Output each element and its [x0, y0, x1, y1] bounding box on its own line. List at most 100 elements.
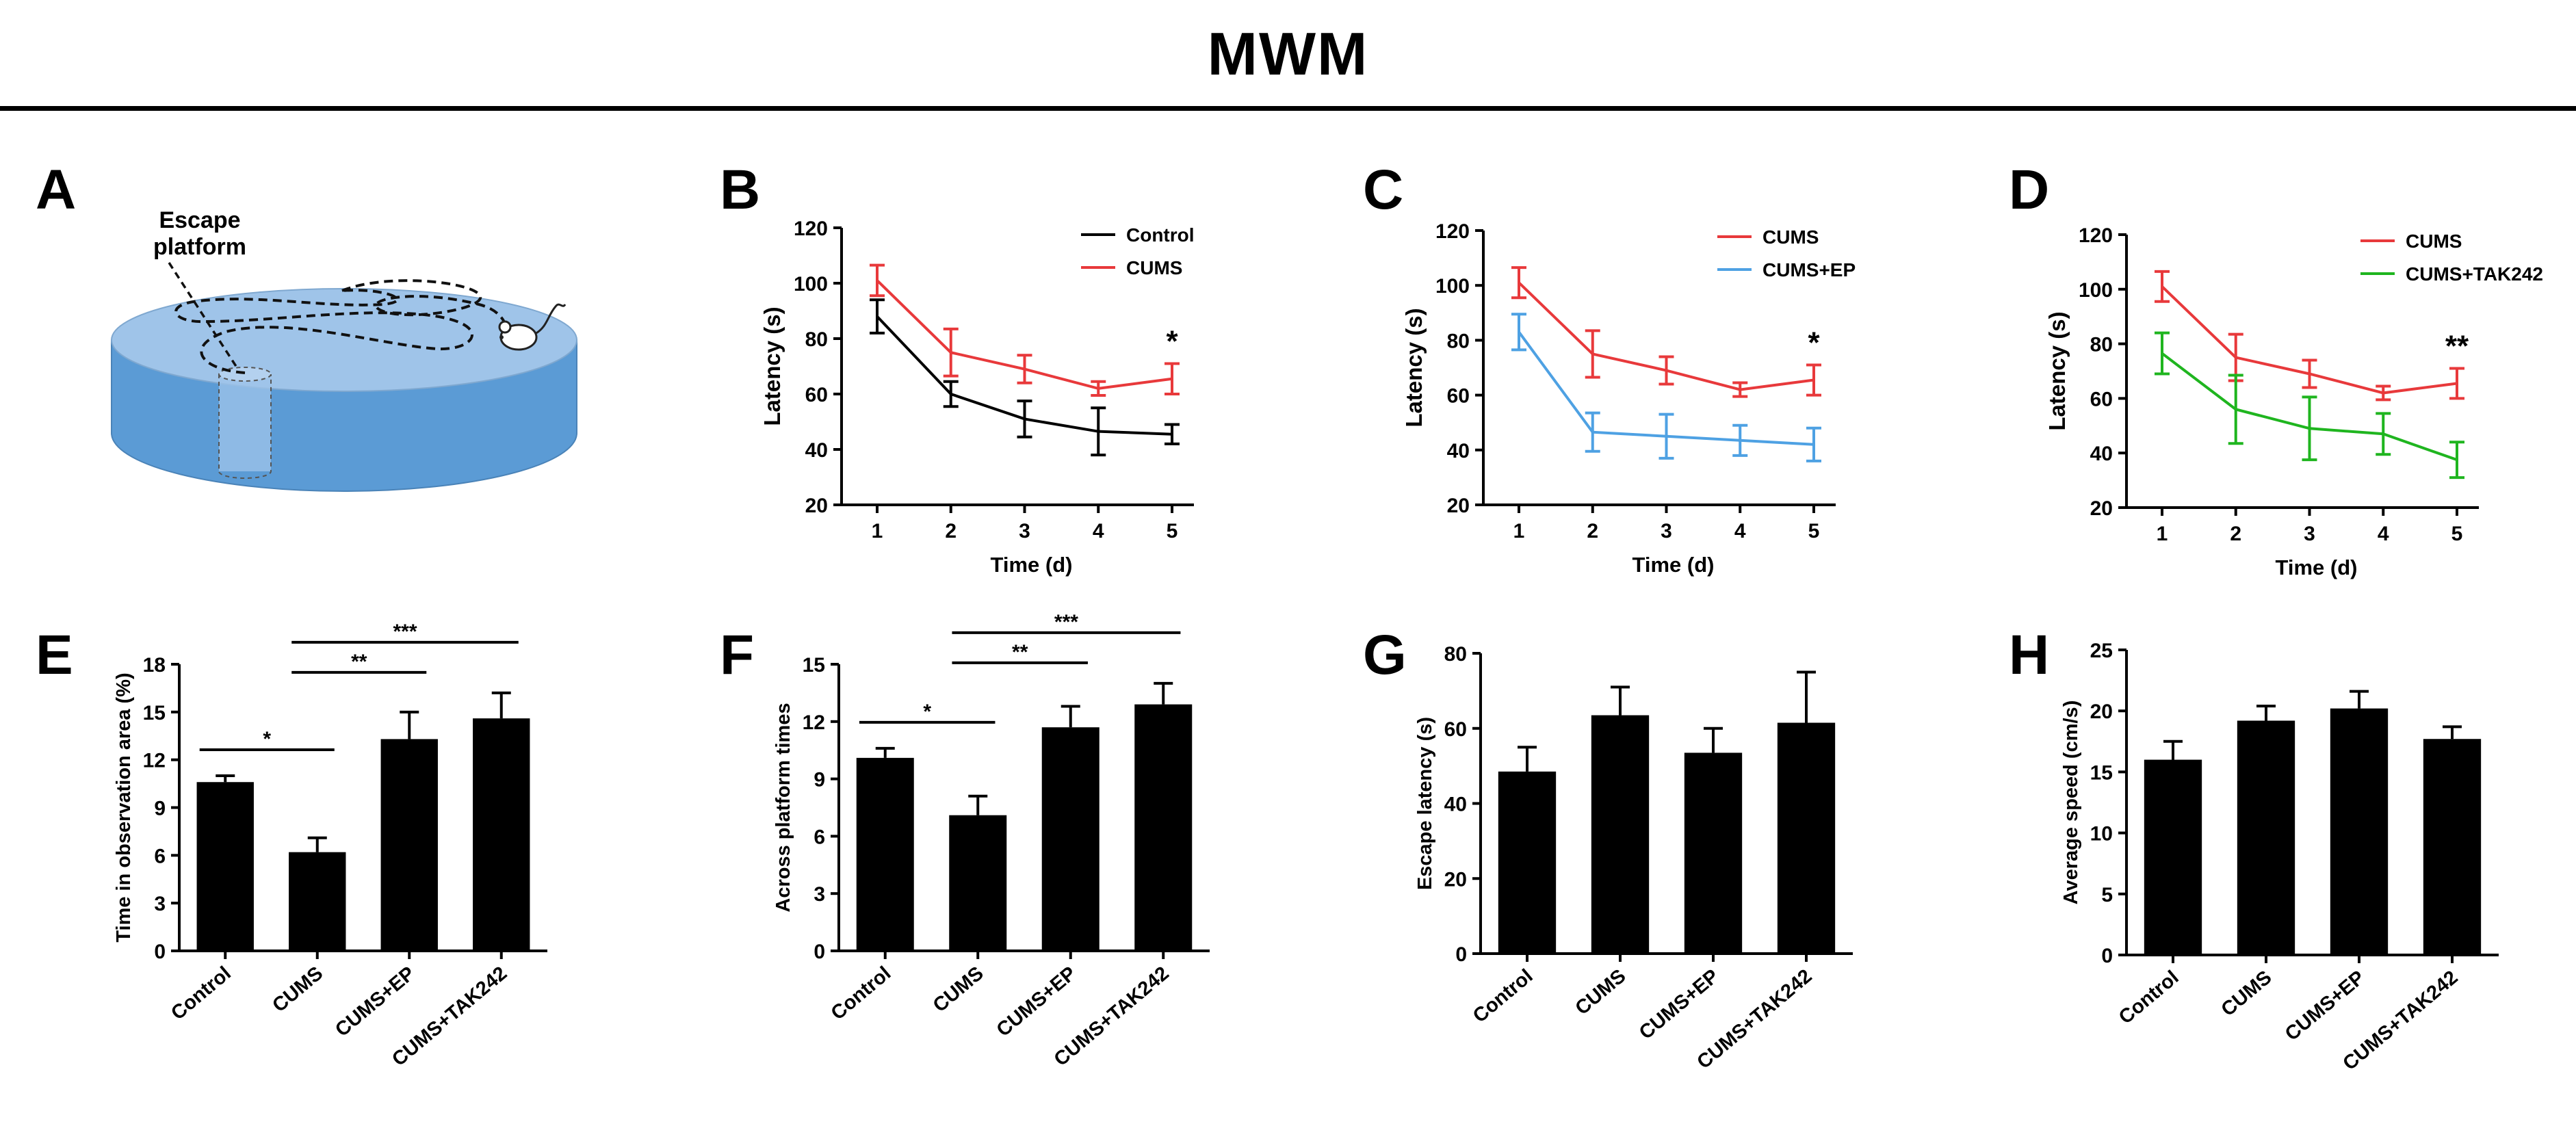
panel-b-line-chart: B 20 40 60 80 100 120 Latency (s) 1 2 3 4 5 Time (d) C…: [720, 159, 1195, 577]
y-tick-label: 80: [1444, 643, 1467, 666]
significance-marker: **: [1012, 641, 1028, 664]
bar-cums: [289, 852, 346, 951]
x-axis-label: Time (d): [991, 553, 1073, 577]
x-tick-label: CUMS: [929, 963, 988, 1017]
y-tick-label: 60: [1444, 718, 1467, 741]
y-tick-label: 40: [805, 439, 828, 462]
y-tick-label: 9: [154, 798, 166, 820]
x-tick-label: CUMS: [1572, 965, 1630, 1019]
panel-f-bar-chart: F 0 3 6 9 12 15 Across platform times Control CUM…: [720, 611, 1210, 1071]
x-tick-label: 4: [1734, 520, 1746, 542]
y-tick-label: 18: [143, 654, 166, 677]
x-axis-label: Time (d): [1632, 553, 1715, 577]
x-tick-label: 5: [1167, 520, 1178, 542]
y-tick-label: 15: [803, 654, 825, 677]
y-tick-label: 80: [805, 328, 828, 351]
significance-marker: *: [1808, 326, 1820, 359]
y-tick-label: 20: [805, 495, 828, 517]
y-tick-label: 6: [814, 826, 825, 848]
data-point: [2161, 352, 2163, 355]
panel-g-bar-chart: G 0 20 40 60 80 Escape latency (s) Control CUMS C…: [1363, 624, 1853, 1073]
x-tick-label: 1: [1513, 520, 1525, 542]
data-point: [1665, 369, 1668, 372]
y-tick-label: 0: [2101, 945, 2113, 967]
y-tick-label: 100: [1435, 275, 1470, 298]
panel-letter-f: F: [720, 624, 754, 686]
y-tick-label: 3: [154, 893, 166, 915]
data-point: [1097, 387, 1100, 390]
escape-platform-pointer: [168, 262, 239, 370]
data-point: [1097, 430, 1100, 433]
x-tick-label: CUMS: [2217, 967, 2276, 1021]
figure-title: MWM: [1207, 20, 1369, 88]
y-tick-label: 6: [154, 845, 166, 867]
bar-cums: [1591, 715, 1650, 954]
data-point: [1591, 430, 1594, 434]
legend-label: CUMS: [1126, 257, 1182, 278]
significance-marker: *: [263, 728, 271, 750]
y-tick-label: 20: [1447, 495, 1470, 517]
data-point: [1739, 438, 1742, 442]
data-point: [949, 351, 952, 354]
data-point: [2234, 408, 2237, 411]
y-tick-label: 25: [2090, 640, 2113, 662]
y-tick-label: 80: [1447, 330, 1470, 352]
y-tick-label: 20: [2090, 497, 2113, 520]
data-point: [1518, 330, 1520, 334]
x-tick-label: CUMS+EP: [993, 963, 1081, 1041]
x-tick-label: Control: [2115, 967, 2183, 1029]
x-tick-label: CUMS+EP: [331, 963, 419, 1041]
panel-letter-h: H: [2009, 624, 2049, 686]
data-point: [1171, 432, 1173, 436]
data-point: [2382, 391, 2385, 395]
bar-control: [1498, 771, 1557, 954]
panel-letter-b: B: [720, 159, 760, 221]
legend-label: CUMS: [2406, 231, 2462, 252]
panel-h-bar-chart: H 0 5 10 15 20 25 Average speed (cm/s) Control CU…: [2009, 624, 2499, 1075]
x-tick-label: Control: [1469, 965, 1537, 1027]
y-tick-label: 3: [814, 883, 825, 906]
y-tick-label: 120: [794, 218, 828, 240]
y-tick-label: 60: [805, 384, 828, 406]
y-tick-label: 120: [2079, 224, 2113, 247]
panel-letter-e: E: [36, 624, 73, 686]
data-point: [1591, 352, 1594, 356]
panel-d-line-chart: D 20 40 60 80 100 120 Latency (s) 1 2 3 4 5 Time (d) C…: [2009, 159, 2543, 579]
x-tick-label: 3: [1019, 520, 1030, 542]
y-tick-label: 60: [1447, 385, 1470, 408]
x-tick-label: CUMS: [268, 963, 327, 1017]
data-point: [949, 393, 952, 395]
escape-platform-label: Escape: [159, 207, 240, 233]
y-tick-label: 40: [1447, 440, 1470, 462]
y-tick-label: 40: [2090, 443, 2113, 465]
y-tick-label: 12: [143, 750, 166, 772]
significance-marker: **: [2445, 330, 2469, 363]
x-tick-label: Control: [827, 963, 896, 1025]
x-tick-label: Control: [167, 963, 235, 1025]
data-point: [1812, 443, 1815, 446]
title-divider: [0, 106, 2576, 111]
bar-cums-tak242: [2423, 739, 2482, 955]
y-tick-label: 100: [794, 273, 828, 296]
y-tick-label: 15: [143, 702, 166, 724]
y-axis-label: Across platform times: [772, 703, 794, 912]
y-tick-label: 80: [2090, 334, 2113, 356]
y-tick-label: 9: [814, 769, 825, 791]
x-tick-label: CUMS+EP: [2281, 967, 2369, 1045]
y-tick-label: 15: [2090, 761, 2113, 784]
x-tick-label: 4: [2378, 523, 2389, 545]
y-tick-label: 120: [1435, 220, 1470, 243]
bar-cums-tak242: [473, 718, 530, 951]
y-tick-label: 20: [2090, 701, 2113, 723]
significance-marker: **: [351, 651, 367, 673]
y-axis-label: Average speed (cm/s): [2060, 701, 2082, 905]
significance-marker: *: [923, 701, 931, 723]
data-point: [2382, 432, 2385, 436]
bar-control: [2144, 759, 2202, 955]
x-tick-label: 2: [1587, 520, 1598, 542]
panel-letter-a: A: [36, 159, 76, 221]
data-point: [1023, 367, 1026, 371]
y-tick-label: 40: [1444, 794, 1467, 816]
bar-control: [856, 757, 914, 951]
x-tick-label: 5: [1808, 520, 1820, 542]
